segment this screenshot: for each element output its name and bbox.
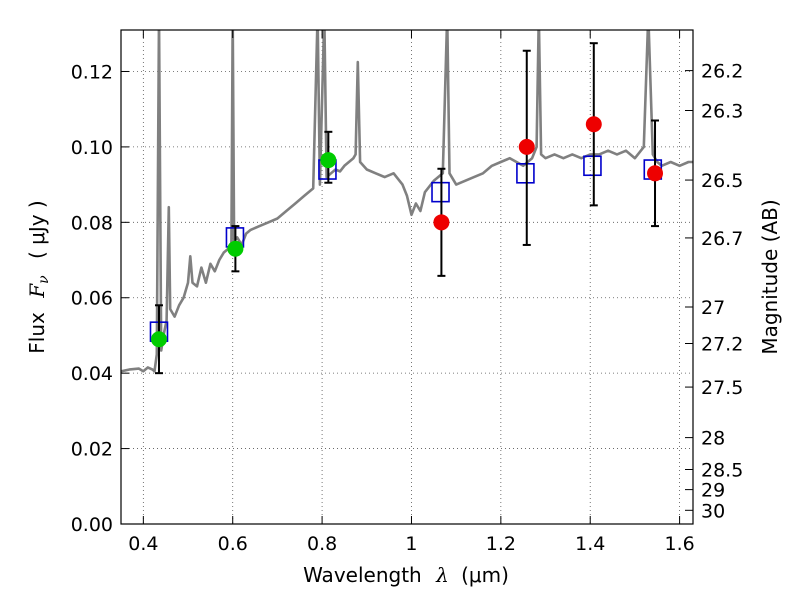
x-tick-label: 0.4: [128, 533, 158, 555]
optical_point-marker: [227, 240, 244, 257]
x-axis-label: Wavelength: [303, 563, 422, 587]
nir_point-marker: [433, 214, 450, 231]
y-axis-symbol: F: [25, 283, 49, 299]
y-tick-label: 0.04: [71, 363, 113, 385]
x-tick-label: 1.2: [486, 533, 516, 555]
y-tick-label: 0.02: [71, 439, 113, 461]
y2-tick-label: 28: [701, 428, 725, 450]
nir_point-marker: [518, 138, 535, 155]
y2-tick-label: 30: [701, 500, 725, 522]
y2-axis-title: Magnitude (AB): [758, 199, 782, 354]
y-axis-unit: ( μJy ): [25, 200, 49, 259]
y2-tick-label: 26.2: [701, 61, 743, 83]
plot-frame: [120, 29, 694, 525]
optical_point-marker: [320, 152, 337, 169]
axis-ticks: 0.4 0.6 0.8 1 1.2 1.4 1.6 0.00 0.02 0.04 0.06 0.08 0…: [71, 30, 743, 555]
spectrum-line: [121, 30, 693, 373]
nir_point-marker: [647, 165, 664, 182]
y-tick-label: 0.00: [71, 514, 113, 536]
y2-tick-label: 29: [701, 480, 725, 502]
y-axis-title: Flux Fν ( μJy ): [25, 200, 53, 353]
y2-tick-label: 27.2: [701, 333, 743, 355]
x-axis-unit: (μm): [461, 563, 509, 587]
x-axis-title: Wavelength λ (μm): [303, 563, 509, 587]
y2-tick-label: 26.3: [701, 100, 743, 122]
y2-tick-label: 27.5: [701, 377, 743, 399]
y2-tick-label: 28.5: [701, 459, 743, 481]
x-axis-symbol: λ: [435, 563, 449, 587]
y-tick-label: 0.06: [71, 288, 113, 310]
x-tick-label: 1.6: [664, 533, 694, 555]
x-tick-label: 1: [405, 533, 417, 555]
x-tick-label: 0.6: [218, 533, 248, 555]
y-axis-label: Flux: [25, 312, 49, 354]
plot-area: [121, 30, 693, 375]
y-tick-label: 0.10: [71, 137, 113, 159]
model-square-marker: [583, 155, 602, 177]
y-tick-label: 0.12: [71, 61, 113, 83]
y-axis-subscript: ν: [36, 275, 52, 284]
y2-tick-label: 26.7: [701, 228, 743, 250]
x-tick-label: 0.8: [307, 533, 337, 555]
x-tick-label: 1.4: [575, 533, 605, 555]
model-square-marker: [516, 162, 535, 184]
y2-tick-label: 26.5: [701, 170, 743, 192]
y2-tick-label: 27: [701, 297, 725, 319]
optical_point-marker: [150, 331, 167, 348]
y-tick-label: 0.08: [71, 212, 113, 234]
nir_point-marker: [585, 116, 602, 133]
